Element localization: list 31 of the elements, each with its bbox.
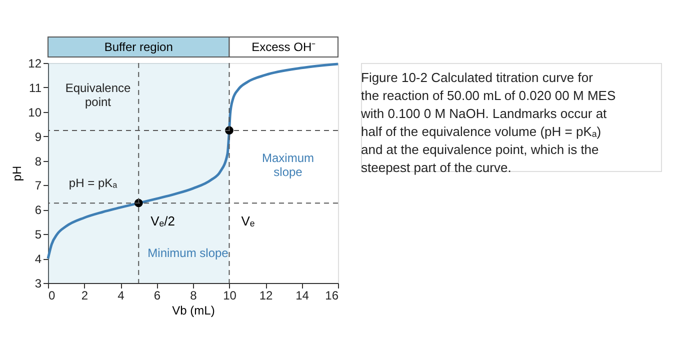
y-tick-label: 4 <box>34 252 42 266</box>
x-axis-title: Vb (mL) <box>172 304 215 318</box>
y-tick-label: 6 <box>34 203 42 218</box>
y-tick-label: 5 <box>34 228 42 242</box>
x-tick-label: 2 <box>81 288 88 302</box>
y-tick-label: 3 <box>34 276 42 290</box>
caption: Figure 10-2 Calculated titration curve for the reaction of 50.00 mL of 0.020 00 M MES with 0.100 0 M NaOH. Landmarks occur at half of the equivalence volume (pH = pKₐ) and at the equivalence point, which is the steepest part of the curve. <box>360 70 616 175</box>
x-tick-label: 12 <box>259 288 273 302</box>
band-label: Buffer region <box>104 40 173 54</box>
x-tick-label: 14 <box>296 288 310 302</box>
x-tick-label: 4 <box>118 288 125 302</box>
ref-line-label: Vₑ <box>241 213 255 228</box>
y-tick-label: 8 <box>34 154 42 168</box>
ref-line-label: Vₑ/2 <box>150 213 175 228</box>
y-tick-label: 12 <box>28 56 42 70</box>
y-tick-label: 7 <box>34 178 42 193</box>
line-series <box>46 62 340 260</box>
annotation: Minimum slope <box>148 246 229 260</box>
x-tick-label: 6 <box>154 288 161 302</box>
y-axis-title: pH <box>10 166 24 182</box>
annotation: pH = pKₐ <box>68 176 118 190</box>
y-tick-label: 11 <box>29 80 42 95</box>
y-tick-label: 10 <box>28 105 42 120</box>
x-tick-label: 0 <box>48 288 56 302</box>
x-tick-label: 16 <box>325 288 339 302</box>
y-tick-label: 9 <box>34 130 42 144</box>
x-tick-label: 8 <box>190 288 198 302</box>
annotation: Equivalence point <box>65 81 132 109</box>
annotation: Maximum slope <box>262 151 314 179</box>
x-tick-label: 10 <box>223 288 237 302</box>
band-label: Excess OH⁻ <box>252 40 316 54</box>
